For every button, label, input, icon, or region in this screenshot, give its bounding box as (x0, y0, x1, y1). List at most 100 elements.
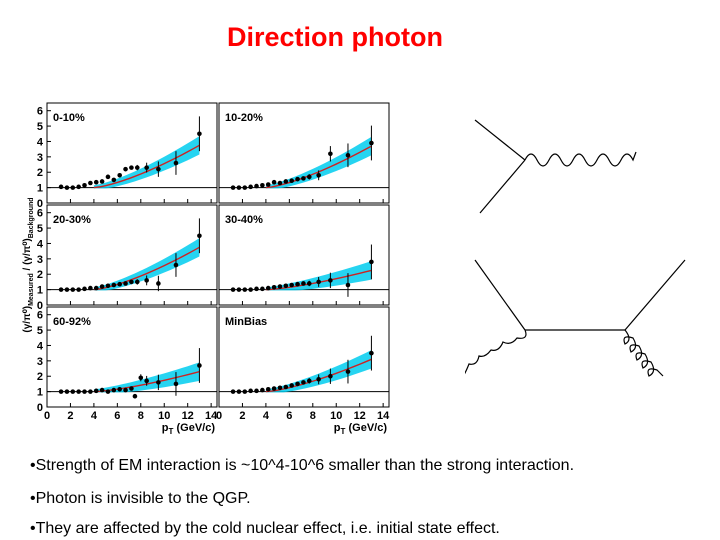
y-tick-label: 2 (37, 269, 43, 281)
data-point (289, 282, 294, 288)
data-point (230, 389, 236, 394)
data-point (156, 281, 161, 286)
x-tick-label: 6 (286, 410, 292, 422)
data-point (58, 184, 64, 190)
data-point (242, 287, 248, 292)
fit-band (93, 238, 200, 291)
data-point (248, 184, 253, 190)
x-tick-label: 2 (67, 410, 73, 422)
data-point (316, 173, 321, 178)
data-point (76, 389, 81, 394)
bullet-1: •Strength of EM interaction is ~10^4-10^… (30, 457, 575, 474)
data-point (260, 286, 265, 292)
y-tick-label: 5 (37, 223, 43, 235)
x-label-unit: (GeV/c) (345, 422, 387, 434)
y-tick-label: 0 (37, 300, 43, 312)
panels-group: 0-10%012345610-20%20-30%012345630-40%60-… (37, 102, 390, 422)
panel-frame (46, 204, 218, 306)
data-point (111, 177, 117, 183)
data-point (173, 381, 179, 387)
data-point (260, 183, 265, 188)
panel-label: MinBias (225, 316, 267, 328)
data-point (301, 380, 306, 385)
data-point (93, 179, 99, 185)
data-point (230, 287, 236, 292)
y-tick-label: 5 (37, 325, 43, 337)
x-label-unit: (GeV/c) (173, 422, 215, 434)
data-point (283, 179, 289, 184)
data-point (345, 282, 351, 288)
data-point (271, 386, 277, 391)
y-tick-label: 6 (37, 106, 43, 118)
data-point (105, 283, 111, 289)
data-point (271, 285, 277, 290)
data-point (129, 386, 134, 391)
x-tick-label: 0 (44, 410, 50, 422)
data-point (105, 174, 111, 180)
data-point (345, 153, 351, 158)
x-tick-label: 4 (91, 410, 98, 422)
data-point (289, 178, 294, 183)
data-point (306, 281, 312, 286)
y-label-sub1: Measured (28, 273, 35, 306)
data-point (64, 287, 70, 292)
x-tick-label: 10 (330, 410, 342, 422)
data-point (132, 393, 138, 399)
y-tick-label: 4 (37, 238, 44, 250)
data-point (254, 388, 259, 394)
data-point (138, 375, 144, 381)
data-point (123, 387, 128, 393)
data-point (144, 378, 149, 384)
panel-label: 60-92% (53, 316, 91, 328)
gluon-wave-left (465, 329, 527, 375)
x-tick-label: 14 (205, 410, 218, 422)
panel-label: 30-40% (225, 214, 263, 226)
vertex-line-right-up (624, 259, 686, 331)
panel-2: 10-20% (218, 102, 390, 204)
data-point (129, 279, 134, 285)
data-point (88, 389, 93, 394)
data-point (271, 179, 277, 185)
data-point (134, 279, 140, 285)
data-point (277, 284, 283, 289)
bullet-2: •Photon is invisible to the QGP. (30, 490, 251, 507)
data-point (82, 389, 87, 394)
data-point (58, 287, 64, 292)
data-point (328, 373, 333, 379)
data-point (88, 180, 93, 186)
data-point (70, 287, 76, 292)
x-tick-label: 2 (239, 410, 245, 422)
data-point (99, 284, 105, 289)
data-point (289, 383, 294, 388)
x-tick-label: 12 (354, 410, 366, 422)
data-point (295, 381, 300, 387)
x-axis-label: pT (GeV/c) (334, 422, 388, 435)
data-point (70, 185, 76, 190)
compton-diagram (474, 119, 637, 214)
data-point (306, 174, 312, 180)
panel-label: 0-10% (53, 112, 85, 124)
y-tick-label: 1 (37, 387, 43, 399)
data-point (369, 140, 374, 146)
data-point (70, 389, 76, 394)
data-point (242, 389, 248, 394)
feynman-diagrams (465, 119, 686, 377)
data-point (369, 259, 374, 265)
data-point (369, 350, 374, 356)
x-tick-label: 10 (158, 410, 170, 422)
x-label-main: p (334, 422, 341, 434)
vertex-line-left-up (474, 259, 526, 331)
data-point (254, 183, 259, 189)
x-axis-labels: pT (GeV/c) pT (GeV/c) (162, 422, 388, 435)
y-tick-label: 0 (37, 402, 43, 414)
y-label-sub2: Background (28, 197, 35, 238)
incoming-line-top (474, 119, 526, 161)
gluon-curl-right (623, 329, 664, 377)
x-label-main: p (162, 422, 169, 434)
data-point (173, 160, 179, 166)
data-point (254, 286, 259, 292)
panel-label: 10-20% (225, 112, 263, 124)
y-tick-label: 4 (37, 340, 44, 352)
data-point (316, 279, 321, 285)
data-point (260, 387, 265, 393)
